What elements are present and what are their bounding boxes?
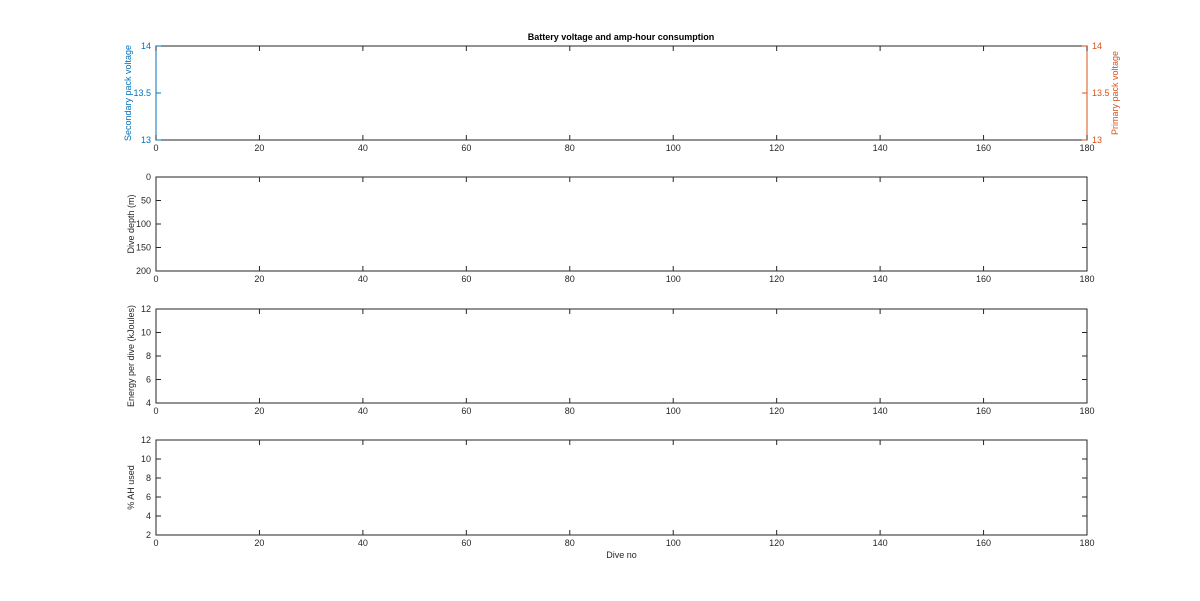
x-tick-label: 120 bbox=[769, 406, 784, 416]
x-tick-label: 20 bbox=[254, 274, 264, 284]
right-y-axis-label: Primary pack voltage bbox=[1110, 51, 1120, 135]
y-tick-label: 13 bbox=[141, 135, 151, 145]
x-tick-label: 120 bbox=[769, 274, 784, 284]
y-tick-label: 100 bbox=[136, 219, 151, 229]
subplot-4: 0 20 40 60 80 100 120 140 160 180 2 4 6 8 10 12 % AH use… bbox=[126, 435, 1095, 560]
x-tick-label: 100 bbox=[666, 538, 681, 548]
x-tick-label: 140 bbox=[873, 538, 888, 548]
x-tick-label: 160 bbox=[976, 406, 991, 416]
x-tick-label: 180 bbox=[1079, 143, 1094, 153]
x-tick-label: 20 bbox=[254, 538, 264, 548]
x-tick-label: 60 bbox=[461, 406, 471, 416]
subplot-1: 0 20 40 60 80 100 120 140 160 1801313.5141313.514… bbox=[123, 41, 1120, 153]
x-tick-label: 0 bbox=[153, 274, 158, 284]
y-tick-label: 2 bbox=[146, 530, 151, 540]
x-tick-label: 80 bbox=[565, 274, 575, 284]
x-tick-label: 20 bbox=[254, 406, 264, 416]
x-tick-label: 40 bbox=[358, 274, 368, 284]
y-tick-label: 4 bbox=[146, 511, 151, 521]
x-tick-label: 140 bbox=[873, 143, 888, 153]
y-axis-label: Secondary pack voltage bbox=[123, 45, 133, 141]
y-tick-label: 4 bbox=[146, 398, 151, 408]
x-tick-label: 120 bbox=[769, 538, 784, 548]
x-tick-label: 40 bbox=[358, 406, 368, 416]
x-tick-label: 80 bbox=[565, 143, 575, 153]
right-y-tick-label: 13 bbox=[1092, 135, 1102, 145]
y-tick-label: 6 bbox=[146, 492, 151, 502]
y-tick-label: 150 bbox=[136, 243, 151, 253]
subplot-2: 0 20 40 60 80 100 120 140 160 180 0 50 100 150 200 Dive… bbox=[126, 172, 1095, 284]
y-tick-label: 8 bbox=[146, 351, 151, 361]
y-axis-label: % AH used bbox=[126, 465, 136, 510]
axes-frame bbox=[155, 439, 1088, 536]
y-tick-label: 12 bbox=[141, 304, 151, 314]
y-tick-label: 50 bbox=[141, 196, 151, 206]
x-tick-label: 160 bbox=[976, 143, 991, 153]
x-tick-label: 180 bbox=[1079, 274, 1094, 284]
subplot-3: 0 20 40 60 80 100 120 140 160 180 4 6 8 10 12 Energy pe… bbox=[126, 304, 1095, 416]
x-tick-label: 20 bbox=[254, 143, 264, 153]
x-tick-label: 0 bbox=[153, 406, 158, 416]
x-tick-label: 160 bbox=[976, 538, 991, 548]
x-tick-label: 60 bbox=[461, 538, 471, 548]
x-tick-label: 60 bbox=[461, 143, 471, 153]
x-tick-label: 0 bbox=[153, 538, 158, 548]
x-tick-label: 80 bbox=[565, 406, 575, 416]
y-tick-label: 8 bbox=[146, 473, 151, 483]
x-tick-label: 60 bbox=[461, 274, 471, 284]
right-y-tick-label: 13.5 bbox=[1092, 88, 1110, 98]
right-y-tick-label: 14 bbox=[1092, 41, 1102, 51]
x-tick-label: 180 bbox=[1079, 538, 1094, 548]
x-tick-label: 140 bbox=[873, 274, 888, 284]
y-tick-label: 10 bbox=[141, 454, 151, 464]
axes-layer: 0 20 40 60 80 100 120 140 160 1801313.5141313.514… bbox=[123, 41, 1120, 560]
y-tick-label: 13.5 bbox=[133, 88, 151, 98]
x-tick-label: 40 bbox=[358, 538, 368, 548]
x-tick-label: 0 bbox=[153, 143, 158, 153]
x-tick-label: 80 bbox=[565, 538, 575, 548]
x-tick-label: 180 bbox=[1079, 406, 1094, 416]
x-tick-label: 100 bbox=[666, 406, 681, 416]
y-tick-label: 12 bbox=[141, 435, 151, 445]
x-tick-label: 100 bbox=[666, 274, 681, 284]
x-tick-label: 160 bbox=[976, 274, 991, 284]
x-tick-label: 120 bbox=[769, 143, 784, 153]
x-axis-label: Dive no bbox=[606, 550, 637, 560]
y-tick-label: 0 bbox=[146, 172, 151, 182]
y-axis-label: Energy per dive (kJoules) bbox=[126, 305, 136, 407]
axes-frame bbox=[155, 308, 1088, 404]
y-tick-label: 10 bbox=[141, 328, 151, 338]
axes-frame bbox=[155, 45, 1088, 141]
axes-frame bbox=[155, 176, 1088, 272]
y-tick-label: 200 bbox=[136, 266, 151, 276]
x-tick-label: 140 bbox=[873, 406, 888, 416]
y-tick-label: 14 bbox=[141, 41, 151, 51]
x-tick-label: 40 bbox=[358, 143, 368, 153]
y-tick-label: 6 bbox=[146, 375, 151, 385]
y-axis-label: Dive depth (m) bbox=[126, 194, 136, 253]
x-tick-label: 100 bbox=[666, 143, 681, 153]
figure-title: Battery voltage and amp-hour consumption bbox=[528, 32, 715, 42]
